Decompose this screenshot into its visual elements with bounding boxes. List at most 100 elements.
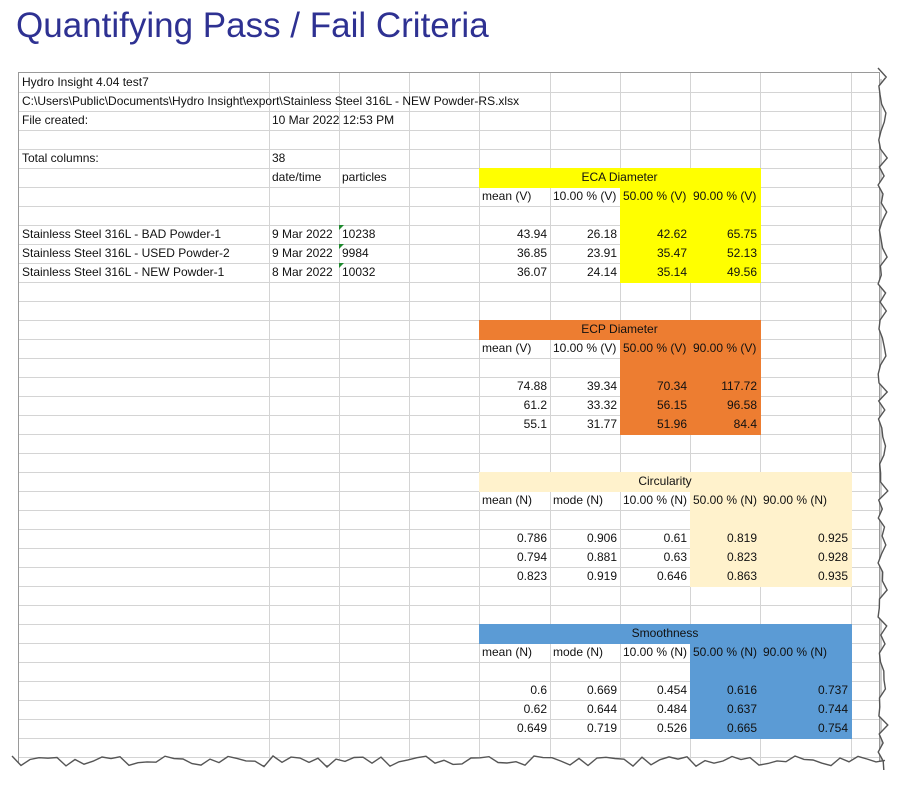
eca-column-header[interactable]: 10.00 % (V) xyxy=(553,189,617,203)
sample-date-cell[interactable]: 9 Mar 2022 xyxy=(272,246,333,260)
ecp-value-cell[interactable]: 33.32 xyxy=(586,398,617,412)
torn-right-edge xyxy=(878,60,912,780)
smooth-column-header[interactable]: 90.00 % (N) xyxy=(763,645,828,659)
circ-value-cell[interactable]: 0.925 xyxy=(817,531,848,545)
sample-date-cell[interactable]: 9 Mar 2022 xyxy=(272,227,333,241)
sample-particles-cell[interactable]: 10238 xyxy=(339,225,409,244)
sample-particles-cell[interactable]: 9984 xyxy=(339,244,409,263)
eca-value-cell[interactable]: 26.18 xyxy=(586,227,617,241)
circ-value-cell[interactable]: 0.823 xyxy=(516,569,547,583)
smooth-value-cell[interactable]: 0.665 xyxy=(726,721,757,735)
column-header-date[interactable]: date/time xyxy=(272,170,322,184)
ecp-value-cell[interactable]: 61.2 xyxy=(523,398,547,412)
eca-column-header[interactable]: 50.00 % (V) xyxy=(623,189,687,203)
ecp-value-cell[interactable]: 96.58 xyxy=(726,398,757,412)
sample-date-cell[interactable]: 8 Mar 2022 xyxy=(272,265,333,279)
sample-name-cell[interactable]: Stainless Steel 316L - NEW Powder-1 xyxy=(22,265,225,279)
smooth-value-cell[interactable]: 0.6 xyxy=(530,683,547,697)
smooth-value-cell[interactable]: 0.669 xyxy=(586,683,617,697)
smooth-value-cell[interactable]: 0.637 xyxy=(726,702,757,716)
smooth-column-header[interactable]: 50.00 % (N) xyxy=(693,645,758,659)
circ-column-header[interactable]: 10.00 % (N) xyxy=(623,493,688,507)
smooth-value-cell[interactable]: 0.454 xyxy=(656,683,687,697)
circ-column-header[interactable]: 50.00 % (N) xyxy=(693,493,758,507)
ecp-value-cell[interactable]: 70.34 xyxy=(656,379,687,393)
ecp-value-cell[interactable]: 117.72 xyxy=(721,379,757,393)
smooth-block-title[interactable]: Smoothness xyxy=(631,626,699,640)
circ-value-cell[interactable]: 0.906 xyxy=(586,531,617,545)
circ-value-cell[interactable]: 0.863 xyxy=(726,569,757,583)
eca-value-cell[interactable]: 49.56 xyxy=(726,265,757,279)
circ-value-cell[interactable]: 0.61 xyxy=(663,531,687,545)
eca-value-cell[interactable]: 35.47 xyxy=(656,246,687,260)
eca-value-cell[interactable]: 43.94 xyxy=(516,227,547,241)
sample-name-cell[interactable]: Stainless Steel 316L - BAD Powder-1 xyxy=(22,227,221,241)
smooth-value-cell[interactable]: 0.526 xyxy=(656,721,687,735)
eca-value-cell[interactable]: 35.14 xyxy=(656,265,687,279)
smooth-value-cell[interactable]: 0.616 xyxy=(726,683,757,697)
eca-value-cell[interactable]: 42.62 xyxy=(656,227,687,241)
ecp-column-header[interactable]: 10.00 % (V) xyxy=(553,341,617,355)
cell-comment-indicator xyxy=(339,263,344,268)
smooth-value-cell[interactable]: 0.649 xyxy=(516,721,547,735)
circ-highlight xyxy=(690,491,852,587)
total-columns-label[interactable]: Total columns: xyxy=(22,151,99,165)
ecp-highlight xyxy=(620,339,761,435)
sample-particles-cell[interactable]: 10032 xyxy=(339,263,409,282)
sample-name-cell[interactable]: Stainless Steel 316L - USED Powder-2 xyxy=(22,246,230,260)
eca-value-cell[interactable]: 36.07 xyxy=(516,265,547,279)
ecp-value-cell[interactable]: 84.4 xyxy=(733,417,757,431)
circ-column-header[interactable]: mean (N) xyxy=(482,493,533,507)
circ-block-title[interactable]: Circularity xyxy=(638,474,692,488)
circ-value-cell[interactable]: 0.881 xyxy=(586,550,617,564)
ecp-value-cell[interactable]: 74.88 xyxy=(516,379,547,393)
smooth-value-cell[interactable]: 0.744 xyxy=(817,702,848,716)
circ-value-cell[interactable]: 0.935 xyxy=(817,569,848,583)
circ-value-cell[interactable]: 0.646 xyxy=(656,569,687,583)
eca-value-cell[interactable]: 24.14 xyxy=(586,265,617,279)
smooth-value-cell[interactable]: 0.754 xyxy=(817,721,848,735)
circ-value-cell[interactable]: 0.794 xyxy=(516,550,547,564)
eca-value-cell[interactable]: 65.75 xyxy=(726,227,757,241)
ecp-column-header[interactable]: 90.00 % (V) xyxy=(693,341,757,355)
ecp-value-cell[interactable]: 55.1 xyxy=(523,417,547,431)
total-columns-value[interactable]: 38 xyxy=(272,151,286,165)
ecp-block-title[interactable]: ECP Diameter xyxy=(581,322,658,336)
smooth-column-header[interactable]: mode (N) xyxy=(553,645,604,659)
eca-value-cell[interactable]: 23.91 xyxy=(586,246,617,260)
page-title: Quantifying Pass / Fail Criteria xyxy=(16,6,489,45)
column-header-particles[interactable]: particles xyxy=(342,170,387,184)
circ-value-cell[interactable]: 0.823 xyxy=(726,550,757,564)
smooth-value-cell[interactable]: 0.644 xyxy=(586,702,617,716)
ecp-value-cell[interactable]: 39.34 xyxy=(586,379,617,393)
file-created-label[interactable]: File created: xyxy=(22,113,89,127)
ecp-column-header[interactable]: 50.00 % (V) xyxy=(623,341,687,355)
app-version-cell[interactable]: Hydro Insight 4.04 test7 xyxy=(22,75,149,89)
ecp-column-header[interactable]: mean (V) xyxy=(482,341,532,355)
eca-column-header[interactable]: 90.00 % (V) xyxy=(693,189,757,203)
ecp-value-cell[interactable]: 31.77 xyxy=(586,417,617,431)
circ-value-cell[interactable]: 0.919 xyxy=(586,569,617,583)
file-created-value[interactable]: 10 Mar 2022 12:53 PM xyxy=(272,113,395,127)
smooth-value-cell[interactable]: 0.719 xyxy=(586,721,617,735)
eca-value-cell[interactable]: 36.85 xyxy=(516,246,547,260)
smooth-value-cell[interactable]: 0.484 xyxy=(656,702,687,716)
eca-column-header[interactable]: mean (V) xyxy=(482,189,532,203)
ecp-value-cell[interactable]: 51.96 xyxy=(656,417,687,431)
circ-column-header[interactable]: 90.00 % (N) xyxy=(763,493,828,507)
circ-value-cell[interactable]: 0.786 xyxy=(516,531,547,545)
eca-block-title[interactable]: ECA Diameter xyxy=(581,170,658,184)
spreadsheet[interactable]: Hydro Insight 4.04 test7 C:\Users\Public\… xyxy=(18,72,880,766)
smooth-value-cell[interactable]: 0.62 xyxy=(523,702,547,716)
smooth-column-header[interactable]: 10.00 % (N) xyxy=(623,645,688,659)
circ-value-cell[interactable]: 0.63 xyxy=(663,550,687,564)
ecp-value-cell[interactable]: 56.15 xyxy=(656,398,687,412)
file-path-cell[interactable]: C:\Users\Public\Documents\Hydro Insight\… xyxy=(22,94,520,108)
eca-value-cell[interactable]: 52.13 xyxy=(726,246,757,260)
smooth-column-header[interactable]: mean (N) xyxy=(482,645,533,659)
smooth-value-cell[interactable]: 0.737 xyxy=(817,683,848,697)
circ-value-cell[interactable]: 0.928 xyxy=(817,550,848,564)
circ-value-cell[interactable]: 0.819 xyxy=(726,531,757,545)
circ-column-header[interactable]: mode (N) xyxy=(553,493,604,507)
